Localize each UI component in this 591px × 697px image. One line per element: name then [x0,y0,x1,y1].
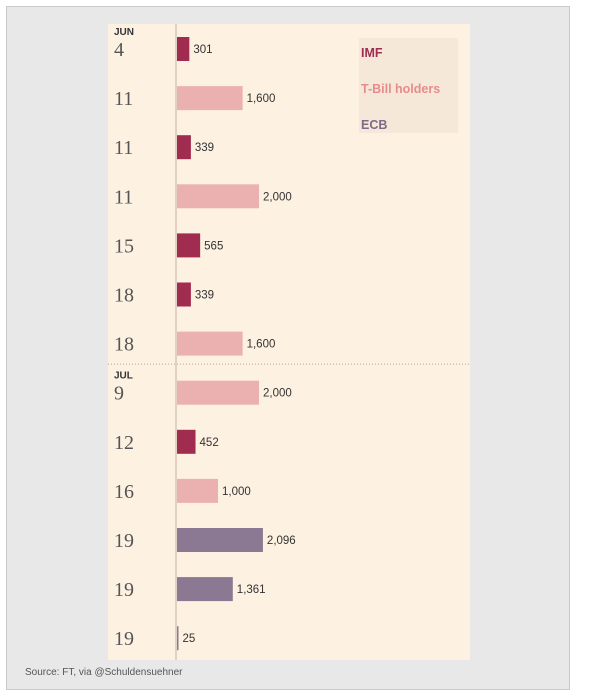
bar [177,37,190,61]
bar [177,577,233,602]
value-label: 1,600 [247,93,276,105]
day-label: 9 [114,383,124,405]
value-label: 2,096 [267,535,296,547]
value-label: 452 [200,437,219,449]
day-label: 19 [114,628,134,650]
bar [177,528,263,552]
bar [177,135,191,160]
value-label: 2,000 [263,191,292,203]
day-label: 19 [114,579,134,601]
month-label: JUL [114,371,133,382]
bar [177,86,243,111]
day-label: 11 [114,137,133,159]
bar [177,282,191,307]
bar [177,429,196,454]
bar [177,380,259,405]
value-label: 301 [193,44,212,56]
bar [177,626,179,651]
bar [177,331,243,356]
day-label: 16 [114,481,134,503]
legend-item-ecb: ECB [361,118,388,132]
legend-item-imf: IMF [361,46,383,60]
bar [177,233,201,258]
value-label: 25 [183,633,196,645]
day-label: 11 [114,186,133,208]
day-label: 15 [114,235,134,257]
value-label: 1,000 [222,486,251,498]
legend-item-tbill: T-Bill holders [361,82,441,96]
legend: IMF T-Bill holders ECB [359,38,458,133]
month-label: JUN [114,27,134,38]
value-label: 565 [204,240,223,252]
day-label: 12 [114,432,134,454]
bar [177,478,218,503]
value-label: 339 [195,290,214,302]
day-label: 11 [114,88,133,110]
source-note: Source: FT, via @Schuldensuehner [25,667,183,678]
value-label: 339 [195,142,214,154]
value-label: 1,361 [237,584,266,596]
day-label: 18 [114,334,134,356]
value-label: 1,600 [247,339,276,351]
value-label: 2,000 [263,388,292,400]
day-label: 18 [114,285,134,307]
day-label: 19 [114,530,134,552]
bar [177,184,259,209]
day-label: 4 [114,39,124,61]
